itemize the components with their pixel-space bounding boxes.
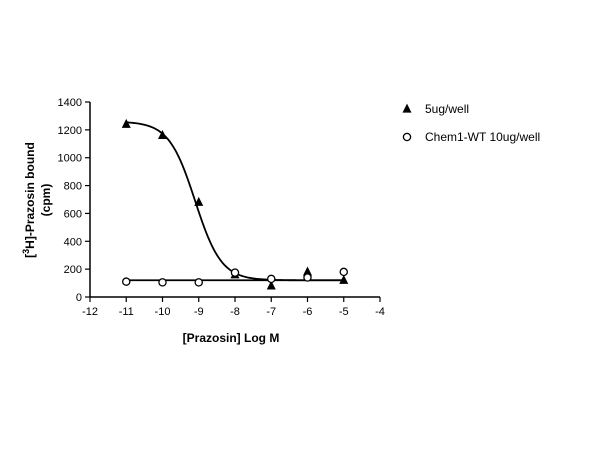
fit-curve-series-1 [126, 121, 344, 282]
data-point-series-2 [230, 268, 240, 277]
x-tick-label: -11 [119, 306, 134, 318]
x-tick-label: -8 [230, 306, 240, 318]
data-point-series-1 [266, 280, 276, 290]
x-tick-label: -10 [155, 306, 171, 318]
x-tick-label: -7 [266, 306, 276, 318]
legend: 5ug/well Chem1-WT 10ug/well [402, 102, 540, 144]
data-point-series-2 [194, 278, 203, 287]
data-point-series-2 [339, 267, 348, 277]
axes: -12 -11 -10 -9 -8 -7 -6 -5 -4 0 200 400 600 800 1000 12… [58, 97, 385, 318]
y-tick-label: 1400 [58, 97, 82, 109]
data-point-series-2 [122, 277, 131, 286]
data-point-series-2 [158, 278, 167, 287]
y-tick-label: 1000 [58, 153, 82, 165]
svg-text:[3H]-Prazosin bound: [3H]-Prazosin bound [21, 142, 37, 258]
x-axis-title: [Prazosin] Log M [183, 331, 280, 345]
x-tick-label: -4 [375, 306, 385, 318]
legend-label-series-2: Chem1-WT 10ug/well [425, 130, 540, 144]
legend-marker-series-2 [402, 132, 412, 142]
x-tick-label: -5 [339, 306, 349, 318]
data-point-series-1 [339, 274, 349, 284]
y-tick-label: 800 [64, 181, 82, 193]
y-tick-label: 1200 [58, 125, 82, 137]
y-axis-title-superscript: 3 [21, 249, 31, 254]
data-point-series-1 [158, 130, 167, 140]
y-tick-label: 400 [64, 236, 82, 248]
y-axis-title-bracket: [ [23, 254, 37, 258]
legend-label-series-1: 5ug/well [425, 102, 469, 116]
y-tick-label: 200 [64, 264, 82, 276]
fit-curves [126, 121, 344, 282]
y-tick-label: 0 [76, 292, 82, 304]
x-tick-label: -12 [82, 306, 98, 318]
data-point-series-2 [266, 274, 276, 284]
x-tick-label: -9 [194, 306, 204, 318]
data-point-series-1 [121, 118, 131, 128]
y-axis-title: [3H]-Prazosin bound (cpm) [21, 142, 53, 258]
y-axis-title-unit: (cpm) [39, 184, 53, 217]
y-axis-title-main: H]-Prazosin bound [23, 142, 37, 249]
data-points [121, 118, 349, 290]
data-point-series-2 [303, 273, 312, 282]
y-tick-label: 600 [64, 208, 82, 220]
data-point-series-1 [194, 196, 204, 206]
legend-marker-series-1 [402, 103, 412, 113]
x-tick-label: -6 [303, 306, 313, 318]
data-point-series-1 [303, 266, 312, 276]
